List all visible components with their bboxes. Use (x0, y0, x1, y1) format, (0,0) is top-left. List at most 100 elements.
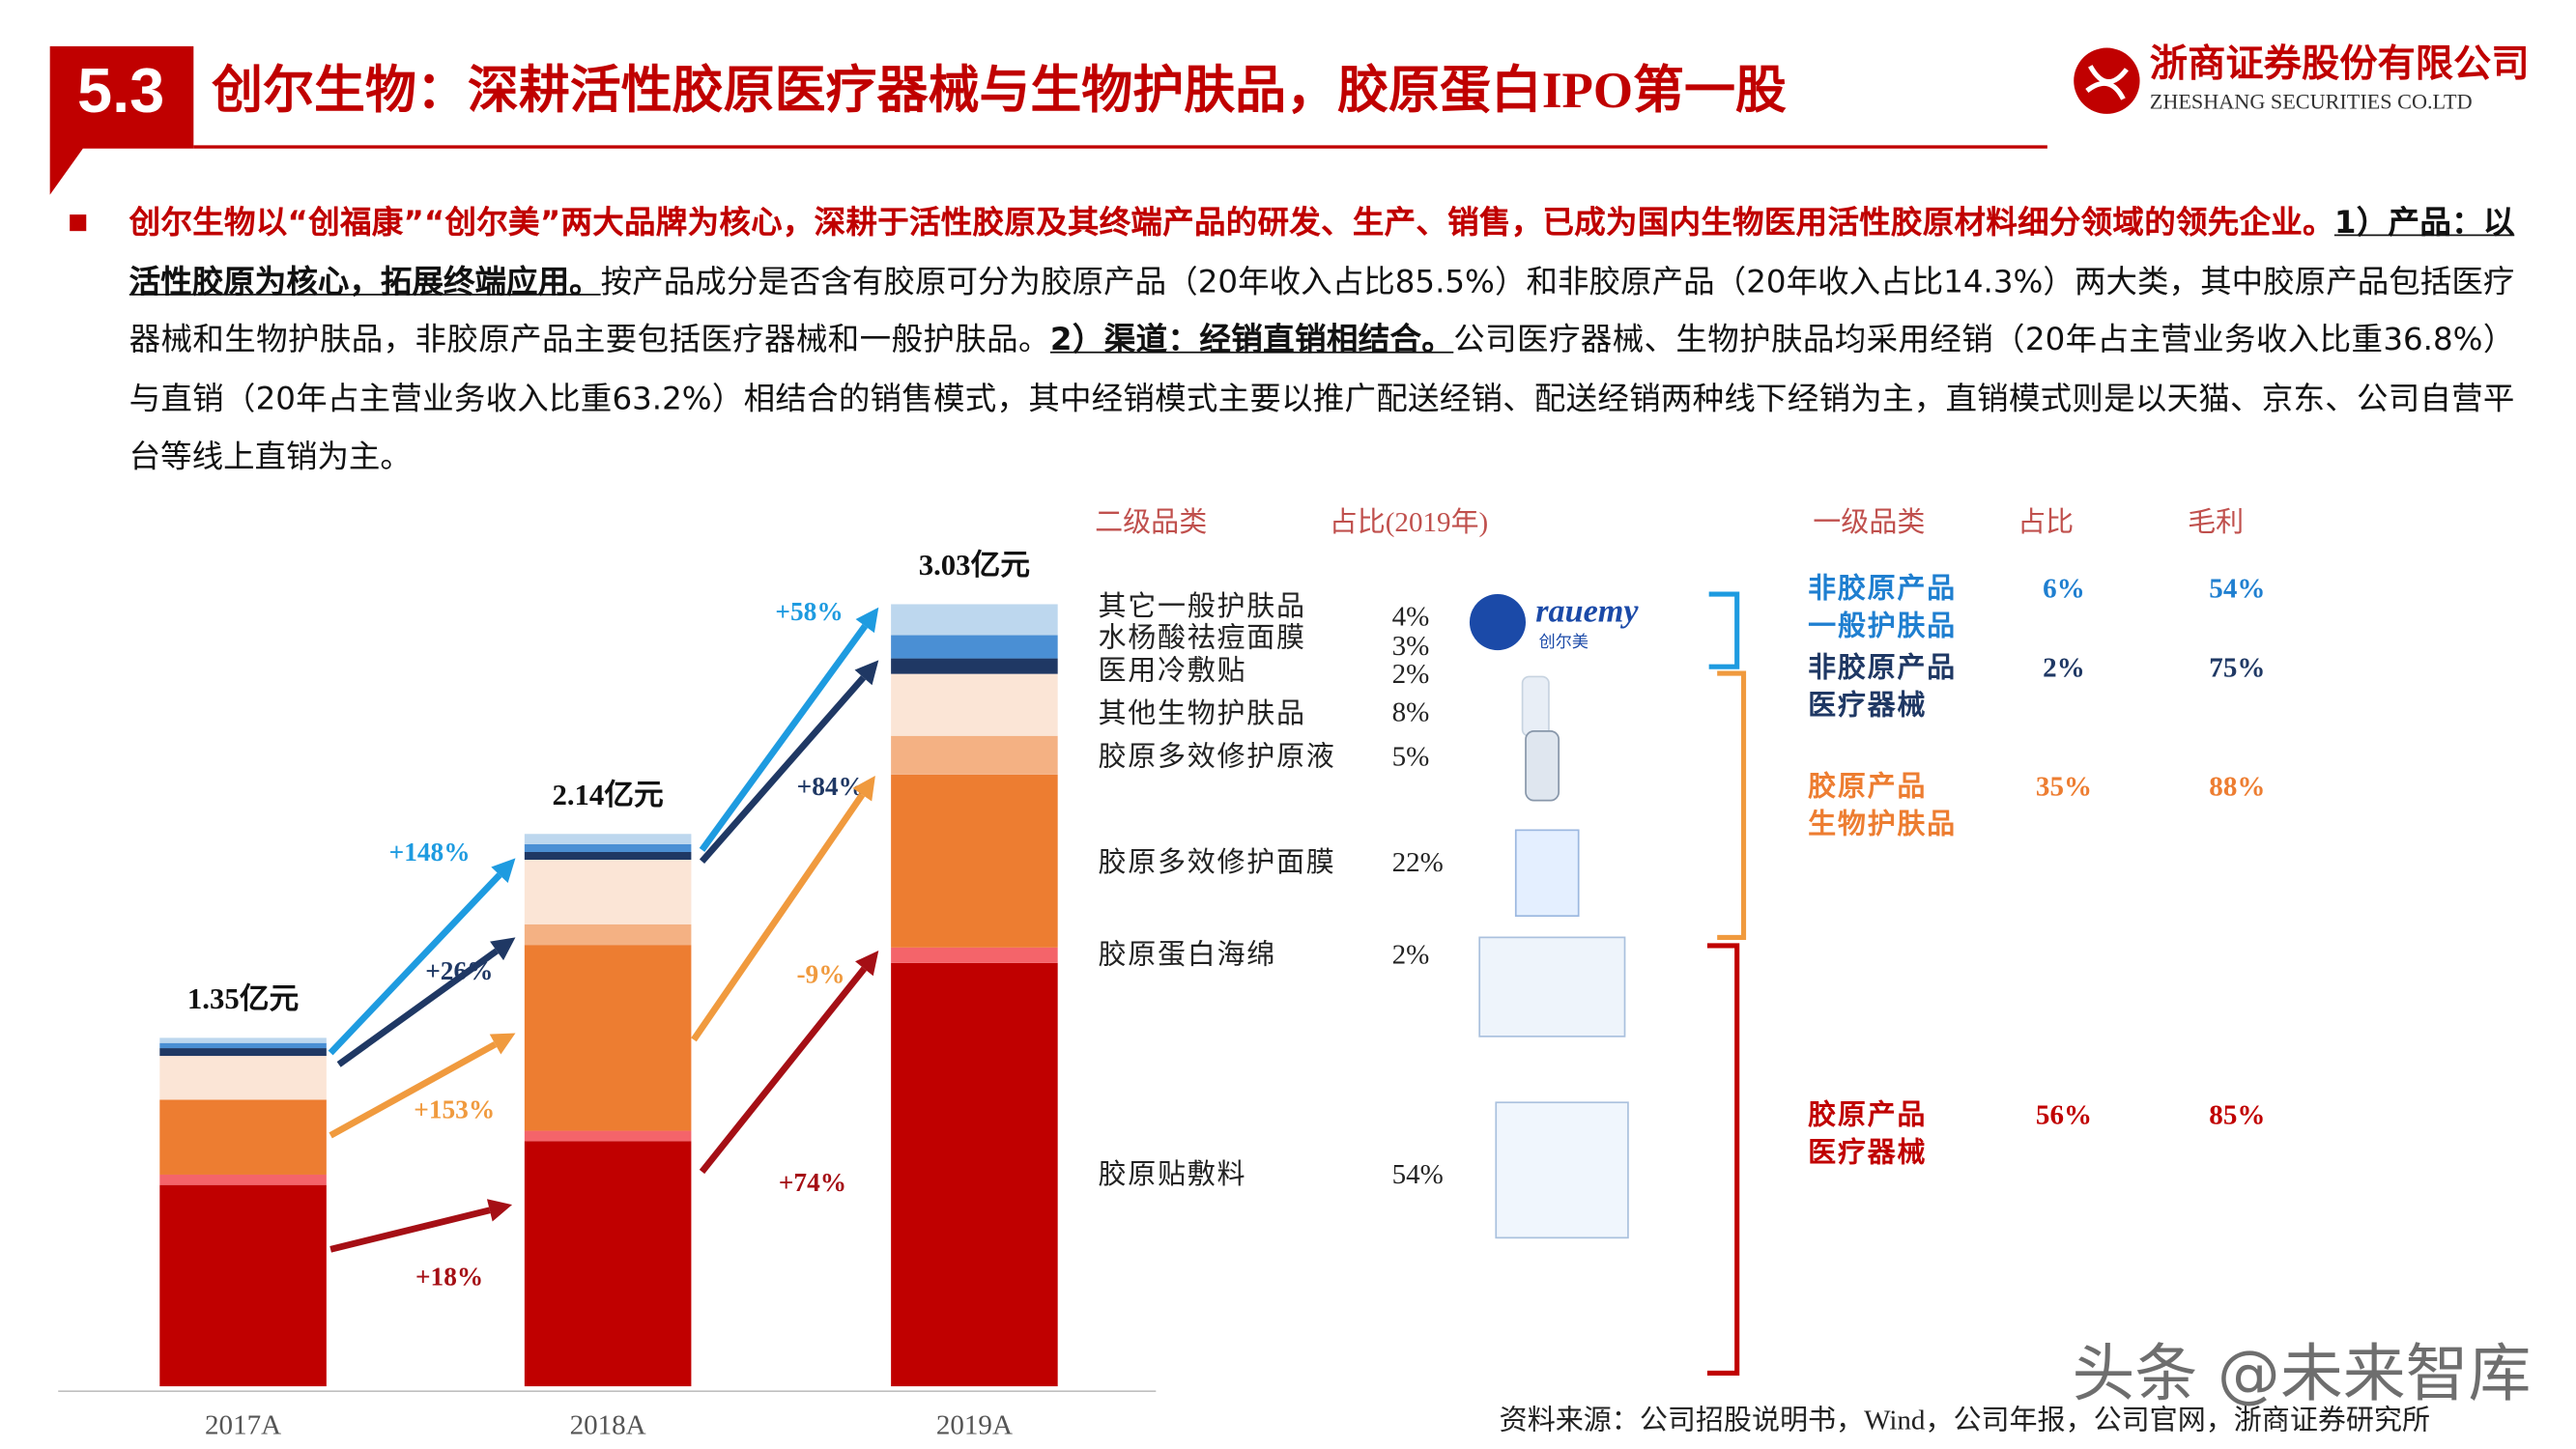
growth-label: +153% (414, 1095, 495, 1124)
arrow-head (486, 1199, 513, 1222)
bullet (70, 214, 87, 232)
bar-segment (524, 843, 692, 852)
growth-arrow (336, 948, 500, 1067)
table-category: 医疗器械 (1808, 1136, 1927, 1169)
table-header: 毛利 (2188, 506, 2244, 538)
bar-segment (891, 774, 1058, 948)
table-category: 非胶原产品 (1808, 650, 1957, 683)
legend-share: 54% (1392, 1159, 1444, 1190)
product-image (1525, 729, 1560, 802)
table-category: 胶原产品 (1808, 1097, 1927, 1130)
bar-segment (891, 635, 1058, 659)
bar-segment (159, 1184, 327, 1387)
growth-label: +26% (425, 956, 493, 985)
bar-segment (159, 1174, 327, 1185)
legend-label: 医用冷敷贴 (1099, 655, 1247, 687)
legend-share: 22% (1392, 847, 1444, 878)
table-share: 56% (2036, 1099, 2092, 1130)
paragraph-run: 2）渠道：经销直销相结合。 (1049, 322, 1454, 358)
table-category: 一般护肤品 (1808, 611, 1957, 642)
bar-segment (159, 1048, 327, 1057)
legend-label: 胶原蛋白海绵 (1099, 939, 1276, 971)
bar-segment (524, 1141, 692, 1387)
legend-share: 2% (1392, 940, 1430, 971)
bar-segment (524, 945, 692, 1131)
bar-segment (159, 1037, 327, 1043)
growth-arrow (699, 624, 868, 852)
brand-name: rauemy (1535, 593, 1639, 629)
legend-share: 4% (1392, 601, 1430, 632)
paragraph-run: 按产品成分是否含有胶原可分为胶原产品（20年收入占比85.5%）和非胶原产品（2… (129, 263, 2515, 358)
legend-label: 水杨酸祛痘面膜 (1099, 622, 1306, 654)
legend-label: 胶原多效修护面膜 (1099, 846, 1336, 878)
paragraph-box: 创尔生物以“创福康”“创尔美”两大品牌为核心，深耕于活性胶原及其终端产品的研发、… (129, 204, 2515, 476)
growth-arrow (328, 872, 502, 1056)
x-tick-label: 2019A (936, 1409, 1013, 1440)
table-margin: 54% (2209, 573, 2265, 604)
table-margin: 85% (2209, 1099, 2265, 1130)
bar-segment (891, 673, 1058, 736)
growth-arrow (329, 1041, 498, 1139)
growth-arrow (699, 675, 867, 865)
table-share: 6% (2043, 573, 2085, 604)
x-tick-label: 2018A (570, 1409, 646, 1440)
growth-label: +58% (775, 597, 843, 626)
arrow-head (491, 858, 516, 883)
company-name-en: ZHESHANG SECURITIES CO.LTD (2150, 90, 2473, 114)
source-note: 资料来源：公司招股说明书，Wind，公司年报，公司官网，浙商证券研究所 (1500, 1404, 2430, 1435)
table-margin: 75% (2209, 652, 2265, 683)
arrow-head (852, 775, 875, 802)
bar-segment (524, 923, 692, 946)
x-tick-label: 2017A (205, 1409, 281, 1440)
arrow-head (855, 607, 879, 634)
bar-segment (891, 658, 1058, 674)
paragraph-run: 创尔生物以“创福康”“创尔美”两大品牌为核心，深耕于活性胶原及其终端产品的研发、… (129, 204, 2334, 242)
legend-share: 5% (1392, 742, 1430, 773)
arrow-head (490, 937, 516, 961)
brand-name-cn: 创尔美 (1539, 633, 1589, 651)
bracket (1706, 943, 1740, 1376)
legend-share: 2% (1392, 659, 1430, 690)
list-header: 二级品类 (1095, 506, 1207, 538)
bar-segment (891, 947, 1058, 963)
legend-label: 其它一般护肤品 (1099, 590, 1306, 622)
table-header: 占比 (2018, 506, 2074, 538)
bar-segment (524, 834, 692, 844)
company-name: 浙商证券股份有限公司 (2150, 43, 2530, 85)
product-image (1495, 1101, 1629, 1239)
growth-label: -9% (796, 960, 844, 989)
table-category: 非胶原产品 (1808, 571, 1957, 604)
bar-segment (159, 1099, 327, 1175)
growth-arrow (329, 1207, 491, 1253)
total-label: 3.03亿元 (919, 549, 1030, 582)
bar-segment (891, 962, 1058, 1387)
total-label: 1.35亿元 (187, 982, 299, 1015)
watermark: 头条 @未来智库 (2073, 1338, 2532, 1410)
bar-segment (524, 859, 692, 924)
table-category: 胶原产品 (1808, 769, 1927, 802)
growth-label: +84% (797, 772, 865, 801)
growth-arrow (691, 792, 866, 1042)
bar-segment (891, 735, 1058, 775)
bar-segment (524, 851, 692, 860)
section-number: 5.3 (77, 55, 164, 126)
slide-title: 创尔生物：深耕活性胶原医疗器械与生物护肤品，胶原蛋白IPO第一股 (212, 62, 1787, 119)
table-margin: 88% (2209, 771, 2265, 802)
product-image (1514, 829, 1580, 918)
arrow-head (489, 1033, 516, 1055)
list-header: 占比(2019年) (1330, 506, 1489, 538)
product-image (1478, 936, 1626, 1037)
growth-label: +74% (779, 1168, 846, 1197)
growth-label: +148% (389, 838, 471, 867)
bar-segment (524, 1130, 692, 1142)
bracket (1717, 670, 1747, 940)
bar-segment (159, 1056, 327, 1100)
header-badge (49, 45, 194, 195)
paragraph-run: 公司医疗器械、生物护肤品均采用经销（20年占主营业务收入比重36.8%）与直销（… (129, 322, 2515, 476)
product-image (1521, 675, 1550, 737)
legend-share: 3% (1392, 631, 1430, 662)
total-label: 2.14亿元 (552, 779, 663, 811)
legend-share: 8% (1392, 696, 1430, 727)
table-share: 2% (2043, 652, 2085, 683)
